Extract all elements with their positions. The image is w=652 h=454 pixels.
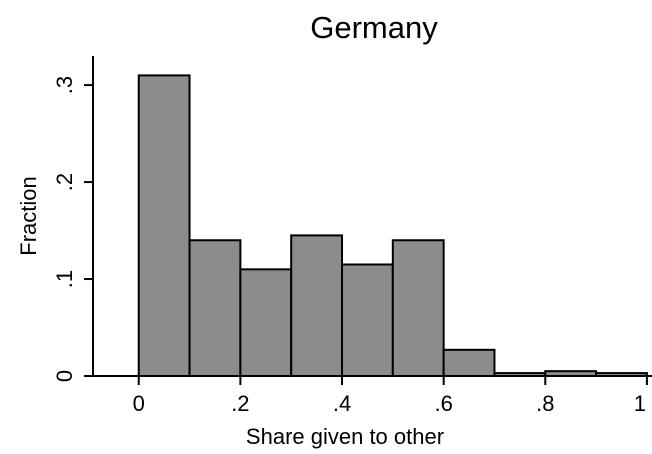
x-tick-label-1: .2 xyxy=(231,391,249,416)
histogram-bar-3 xyxy=(239,268,293,378)
y-axis-label: Fraction xyxy=(16,176,41,255)
histogram-bar-2 xyxy=(188,239,242,377)
histogram-bar-5 xyxy=(341,263,394,378)
y-tick-label-0: 0 xyxy=(52,370,77,382)
x-tick-label-0: 0 xyxy=(133,391,145,416)
x-tick-label-4: .8 xyxy=(536,391,554,416)
histogram-bar-4 xyxy=(290,234,344,377)
histogram-bar-7 xyxy=(442,348,496,377)
x-tick-label-2: .4 xyxy=(333,391,351,416)
x-tick-label-5: 1 xyxy=(634,391,646,416)
y-tick-label-3: .3 xyxy=(52,76,77,94)
histogram-bar-1 xyxy=(137,74,191,377)
bars-group xyxy=(137,74,648,378)
x-ticks-group: 0 .2 .4 .6 .8 1 xyxy=(133,376,648,416)
y-tick-label-1: .1 xyxy=(52,270,77,288)
x-tick-label-3: .6 xyxy=(434,391,452,416)
histogram-bar-6 xyxy=(391,239,445,377)
y-ticks-group: 0 .1 .2 .3 xyxy=(52,76,93,382)
chart-title: Germany xyxy=(310,10,438,45)
x-axis-label: Share given to other xyxy=(246,424,444,449)
y-tick-label-2: .2 xyxy=(52,173,77,191)
